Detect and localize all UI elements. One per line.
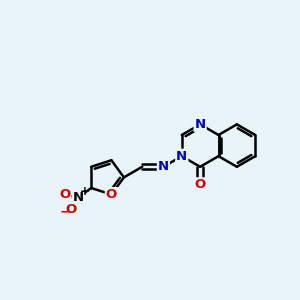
Text: O: O xyxy=(106,188,117,201)
Text: N: N xyxy=(195,118,206,131)
Text: N: N xyxy=(73,191,84,204)
Text: N: N xyxy=(158,160,169,173)
Text: −: − xyxy=(59,205,70,218)
Text: N: N xyxy=(176,150,187,163)
Text: +: + xyxy=(80,185,90,198)
Text: O: O xyxy=(66,203,77,216)
Text: O: O xyxy=(59,188,70,201)
Text: O: O xyxy=(194,178,206,191)
